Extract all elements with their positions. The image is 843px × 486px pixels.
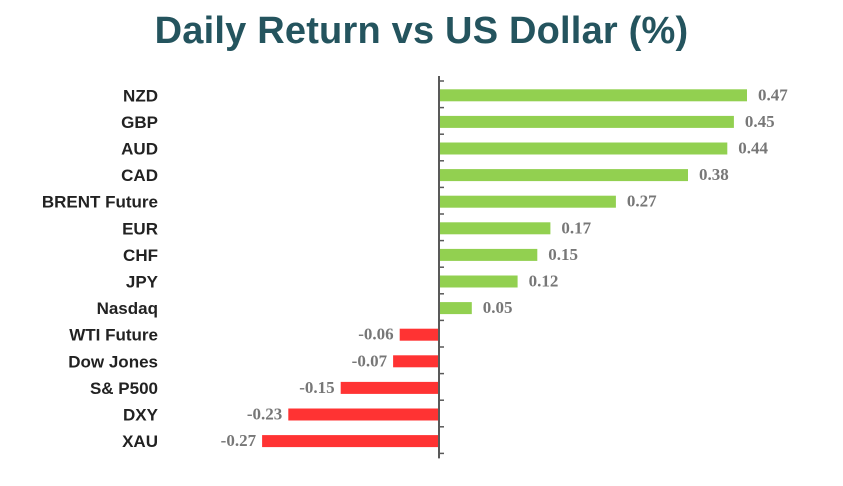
value-label-1: 0.45 bbox=[745, 112, 775, 131]
category-label-9: WTI Future bbox=[69, 326, 158, 345]
bar-13 bbox=[262, 435, 439, 448]
value-label-6: 0.15 bbox=[548, 245, 578, 264]
category-label-11: S& P500 bbox=[90, 379, 158, 398]
value-label-12: -0.23 bbox=[247, 405, 282, 424]
bar-12 bbox=[288, 408, 439, 421]
bar-7 bbox=[439, 275, 518, 288]
value-label-13: -0.27 bbox=[221, 431, 257, 450]
category-label-8: Nasdaq bbox=[97, 299, 158, 318]
value-label-2: 0.44 bbox=[738, 139, 768, 158]
category-label-7: JPY bbox=[126, 273, 159, 292]
value-label-11: -0.15 bbox=[299, 378, 334, 397]
bar-6 bbox=[439, 248, 538, 261]
bar-4 bbox=[439, 195, 616, 208]
category-label-10: Dow Jones bbox=[68, 352, 158, 371]
bar-11 bbox=[340, 381, 439, 394]
chart-title: Daily Return vs US Dollar (%) bbox=[154, 10, 689, 52]
category-label-3: CAD bbox=[121, 166, 158, 185]
category-label-2: AUD bbox=[121, 140, 158, 159]
category-label-6: CHF bbox=[123, 246, 158, 265]
category-label-13: XAU bbox=[122, 432, 158, 451]
category-label-12: DXY bbox=[123, 406, 159, 425]
value-label-4: 0.27 bbox=[627, 192, 657, 211]
bar-8 bbox=[439, 302, 472, 315]
category-label-1: GBP bbox=[121, 113, 158, 132]
bar-0 bbox=[439, 89, 747, 102]
bar-9 bbox=[399, 328, 439, 341]
value-label-9: -0.06 bbox=[358, 325, 393, 344]
bar-3 bbox=[439, 169, 688, 182]
bar-1 bbox=[439, 115, 734, 128]
bar-5 bbox=[439, 222, 551, 235]
category-label-4: BRENT Future bbox=[42, 193, 158, 212]
bar-2 bbox=[439, 142, 728, 155]
value-label-7: 0.12 bbox=[529, 272, 559, 291]
category-label-0: NZD bbox=[123, 86, 158, 105]
bar-10 bbox=[393, 355, 439, 368]
value-label-3: 0.38 bbox=[699, 165, 729, 184]
value-label-10: -0.07 bbox=[352, 351, 388, 370]
value-label-5: 0.17 bbox=[561, 218, 591, 237]
value-label-8: 0.05 bbox=[483, 298, 513, 317]
value-label-0: 0.47 bbox=[758, 85, 788, 104]
category-label-5: EUR bbox=[122, 219, 158, 238]
